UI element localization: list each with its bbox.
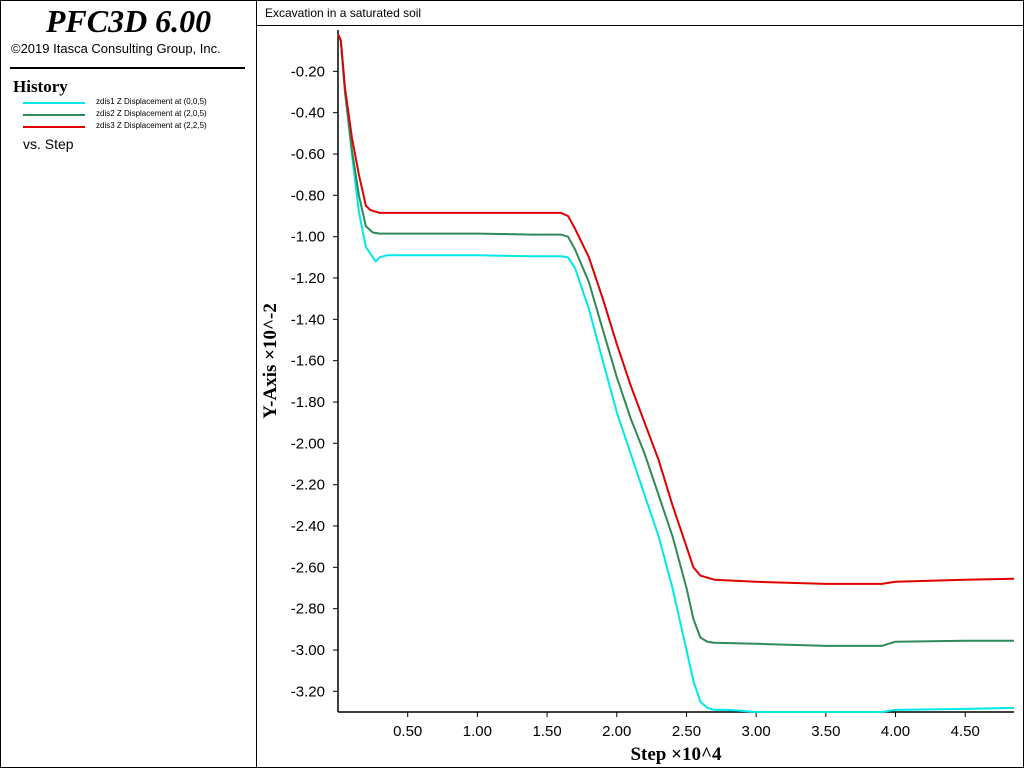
series-line-1 <box>337 33 1015 713</box>
program-title: PFC3D 6.00 <box>45 3 212 39</box>
y-tick-label: -2.80 <box>291 601 325 618</box>
x-tick-label: 3.00 <box>742 723 771 740</box>
y-tick-label: -0.40 <box>291 105 325 122</box>
chart-series <box>337 33 1015 713</box>
y-tick-label: -0.80 <box>291 187 325 204</box>
series-line-2 <box>337 33 1014 647</box>
legend-heading: History <box>13 77 68 96</box>
x-tick-label: 3.50 <box>811 723 840 740</box>
x-tick-label: 1.50 <box>532 723 561 740</box>
legend-divider <box>10 67 245 69</box>
legend-swatch <box>23 114 85 116</box>
y-tick-label: -1.40 <box>291 311 325 328</box>
y-tick-label: -1.00 <box>291 229 325 246</box>
legend-panel: PFC3D 6.00 ©2019 Itasca Consulting Group… <box>1 1 257 767</box>
x-tick-label: 2.00 <box>602 723 631 740</box>
y-tick-label: -1.60 <box>291 353 325 370</box>
y-tick-label: -2.00 <box>291 435 325 452</box>
chart-labels: 0.50 1.00 1.50 2.00 2.50 3.00 3.50 4.00 4.50 -0.2… <box>260 63 980 765</box>
legend-swatch <box>23 102 85 104</box>
copyright-text: ©2019 Itasca Consulting Group, Inc. <box>11 41 221 56</box>
x-tick-label: 4.00 <box>881 723 910 740</box>
x-axis-title: Step ×10^4 <box>630 744 722 765</box>
plot-title: Excavation in a saturated soil <box>265 6 422 20</box>
legend-label: zdis1 Z Displacement at (0,0,5) <box>96 97 207 106</box>
y-tick-label: -3.20 <box>291 683 325 700</box>
legend-label: zdis2 Z Displacement at (2,0,5) <box>96 109 207 118</box>
y-tick-label: -3.00 <box>291 642 325 659</box>
y-tick-label: -1.20 <box>291 270 325 287</box>
series-line-3 <box>337 33 1015 585</box>
y-tick-label: -1.80 <box>291 394 325 411</box>
x-variable-label: vs. Step <box>23 136 74 152</box>
y-tick-label: -0.20 <box>291 63 325 80</box>
chart-axes <box>333 30 1014 717</box>
y-tick-label: -2.60 <box>291 559 325 576</box>
x-tick-label: 2.50 <box>672 723 701 740</box>
legend-label: zdis3 Z Displacement at (2,2,5) <box>96 121 207 130</box>
y-tick-label: -2.20 <box>291 477 325 494</box>
y-tick-label: -0.60 <box>291 146 325 163</box>
plot-header: Excavation in a saturated soil <box>257 1 1023 26</box>
legend-swatch <box>23 126 85 128</box>
y-tick-label: -2.40 <box>291 518 325 535</box>
y-axis-title: Y-Axis ×10^-2 <box>260 303 281 419</box>
x-tick-label: 1.00 <box>463 723 492 740</box>
x-tick-label: 0.50 <box>393 723 422 740</box>
x-tick-label: 4.50 <box>951 723 980 740</box>
